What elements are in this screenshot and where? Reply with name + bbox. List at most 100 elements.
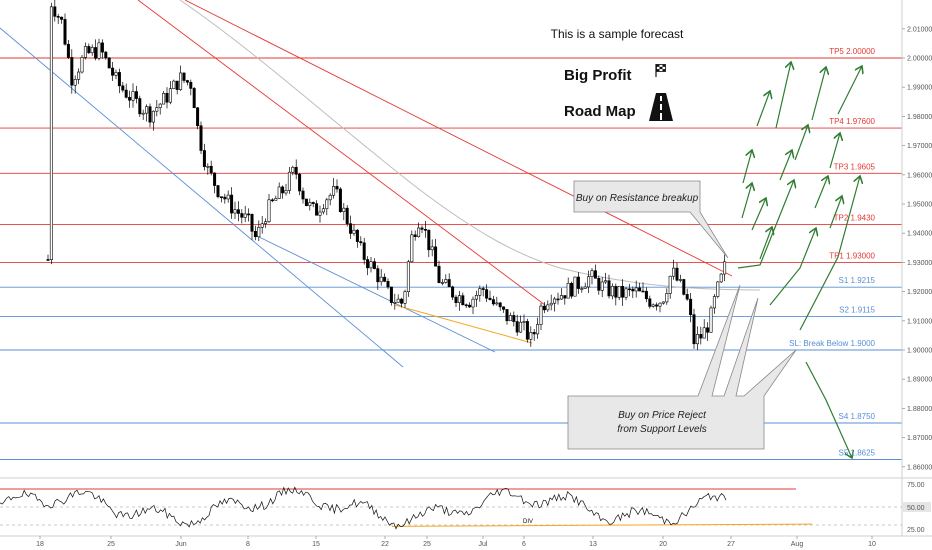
support-trendline bbox=[0, 27, 404, 368]
candle-body bbox=[498, 302, 502, 308]
bull-arrow bbox=[737, 180, 794, 269]
candle-body bbox=[563, 295, 567, 299]
candle-body bbox=[345, 207, 349, 224]
candle-body bbox=[318, 211, 322, 216]
candle-body bbox=[73, 79, 77, 86]
candles bbox=[46, 0, 727, 351]
candle-body bbox=[185, 80, 189, 83]
candle-body bbox=[655, 304, 659, 307]
candle-body bbox=[403, 291, 407, 304]
candle-body bbox=[461, 295, 465, 306]
rsi-divergence-line bbox=[391, 523, 813, 527]
candle-body bbox=[151, 110, 155, 123]
candle-body bbox=[430, 246, 434, 251]
candle-body bbox=[287, 171, 291, 191]
candle-body bbox=[621, 286, 625, 298]
candle-body bbox=[505, 309, 509, 322]
price-tick-label: 1.89000 bbox=[907, 377, 932, 384]
level-label: S4 1.8750 bbox=[839, 412, 876, 421]
candle-body bbox=[610, 286, 614, 297]
candle-body bbox=[168, 88, 172, 103]
candle-body bbox=[454, 296, 458, 303]
candle-body bbox=[400, 298, 404, 304]
candle-body bbox=[583, 286, 587, 289]
candle-body bbox=[134, 91, 138, 99]
candle-body bbox=[665, 293, 669, 303]
candle-body bbox=[396, 298, 400, 303]
level-label: TP4 1.97600 bbox=[829, 117, 875, 126]
candle-body bbox=[427, 229, 431, 251]
candle-body bbox=[491, 299, 495, 305]
candle-body bbox=[457, 295, 461, 303]
rsi-value-marker bbox=[903, 502, 931, 512]
candle-body bbox=[542, 305, 546, 311]
candle-body bbox=[70, 57, 74, 86]
candle-body bbox=[617, 286, 621, 298]
candle-body bbox=[668, 275, 672, 294]
candle-body bbox=[481, 288, 485, 290]
candle-body bbox=[138, 98, 142, 115]
candle-body bbox=[447, 279, 451, 288]
heading-big-profit: Big Profit bbox=[564, 67, 632, 84]
candle-body bbox=[512, 315, 516, 322]
candle-body bbox=[658, 302, 662, 307]
resistance-trendline-2 bbox=[184, 0, 733, 277]
bull-arrow bbox=[799, 176, 860, 331]
bull-arrow bbox=[814, 176, 828, 209]
rsi-tick-label: 75.00 bbox=[907, 482, 925, 489]
candle-body bbox=[593, 270, 597, 279]
candle-body bbox=[539, 305, 543, 325]
candle-body bbox=[383, 276, 387, 282]
candle-body bbox=[311, 202, 315, 204]
candle-body bbox=[502, 306, 506, 310]
candle-body bbox=[257, 226, 261, 238]
candle-body bbox=[53, 6, 57, 17]
bull-arrow bbox=[741, 183, 752, 219]
candle-body bbox=[624, 288, 628, 298]
candle-body bbox=[440, 282, 444, 284]
candle-body bbox=[141, 112, 145, 115]
candle-body bbox=[301, 190, 305, 200]
candle-body bbox=[522, 321, 526, 323]
time-axis: 18 25 Jun 8 15 22 25 Jul 6 13 20 27 Aug 10 bbox=[36, 536, 876, 548]
candle-body bbox=[145, 106, 149, 114]
candle-body bbox=[444, 279, 448, 283]
heading-road-map: Road Map bbox=[564, 103, 636, 120]
candle-body bbox=[315, 203, 319, 216]
candle-body bbox=[410, 234, 414, 263]
candle-body bbox=[434, 246, 438, 267]
time-tick-label: 22 bbox=[381, 541, 389, 548]
bull-arrow bbox=[829, 133, 840, 169]
candle-body bbox=[216, 185, 220, 198]
candle-body bbox=[46, 259, 50, 261]
candle-body bbox=[702, 327, 706, 339]
candle-body bbox=[223, 196, 227, 200]
candle-body bbox=[386, 281, 390, 288]
price-tick-label: 1.86000 bbox=[907, 464, 932, 471]
candle-body bbox=[532, 332, 536, 335]
candle-body bbox=[264, 221, 268, 225]
candle-body bbox=[94, 47, 98, 59]
candle-body bbox=[413, 234, 417, 238]
time-tick-label: 13 bbox=[589, 541, 597, 548]
candle-body bbox=[536, 324, 540, 335]
support-callout-line2: from Support Levels bbox=[617, 424, 707, 435]
candle-body bbox=[60, 16, 64, 20]
candle-body bbox=[240, 213, 244, 218]
bull-arrow bbox=[756, 91, 770, 127]
candle-body bbox=[485, 289, 489, 299]
candle-body bbox=[114, 72, 118, 76]
candle-body bbox=[66, 43, 70, 58]
rsi-divergence-label: DIV bbox=[523, 519, 533, 525]
candle-body bbox=[638, 287, 642, 292]
candle-body bbox=[553, 298, 557, 304]
candle-body bbox=[495, 302, 499, 305]
bull-arrow bbox=[759, 227, 772, 260]
candle-body bbox=[685, 294, 689, 300]
price-tick-label: 1.91000 bbox=[907, 318, 932, 325]
support-callout: Buy on Price Reject from Support Levels bbox=[567, 284, 797, 450]
candle-body bbox=[423, 229, 427, 231]
candle-body bbox=[525, 321, 529, 340]
candle-body bbox=[529, 332, 533, 340]
orange-trendline bbox=[394, 304, 533, 344]
